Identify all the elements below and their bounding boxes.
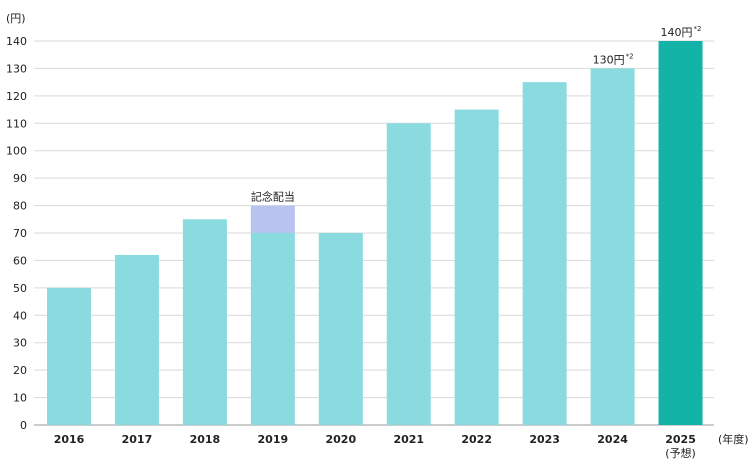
y-tick-label: 20 xyxy=(13,364,27,377)
y-tick-label: 110 xyxy=(6,117,27,130)
annotation-label: 記念配当 xyxy=(251,190,295,204)
x-tick-label: 2020 xyxy=(325,433,356,446)
bar-2024 xyxy=(590,68,635,425)
bar-commemorative-2019 xyxy=(250,205,295,233)
y-tick-label: 0 xyxy=(20,419,27,432)
x-tick-label: 2023 xyxy=(529,433,560,446)
annotation-footnote-mark: *2 xyxy=(626,52,634,60)
y-tick-label: 60 xyxy=(13,254,27,267)
x-axis-ticks: 2016 2017 2018 2019 2020 2021 2022 2023 2024 2025… xyxy=(54,433,696,460)
bar-2018 xyxy=(182,219,227,425)
x-tick-label: 2018 xyxy=(190,433,221,446)
x-tick-label: 2016 xyxy=(54,433,85,446)
y-tick-label: 120 xyxy=(6,90,27,103)
bar-2021 xyxy=(386,123,431,426)
x-tick-label: 2022 xyxy=(461,433,492,446)
x-tick-label: 2021 xyxy=(393,433,424,446)
annotation-footnote-mark: *2 xyxy=(694,25,702,33)
y-tick-label: 10 xyxy=(13,392,27,405)
x-tick-label: 2024 xyxy=(597,433,628,446)
y-tick-label: 140 xyxy=(6,35,27,48)
y-tick-label: 130 xyxy=(6,62,27,75)
bar-2023 xyxy=(522,82,567,426)
y-tick-label: 90 xyxy=(13,172,27,185)
y-tick-label: 50 xyxy=(13,282,27,295)
y-tick-label: 100 xyxy=(6,145,27,158)
y-tick-label: 40 xyxy=(13,309,27,322)
annotation-label: 140円 xyxy=(661,26,693,39)
x-axis-label: (年度) xyxy=(718,432,749,446)
y-axis-ticks: 0 10 20 30 40 50 60 70 80 90 100 110 120 130 140 xyxy=(6,35,27,432)
bars xyxy=(47,41,703,426)
y-axis-label: (円) xyxy=(6,12,26,25)
bar-2017 xyxy=(114,254,159,425)
y-tick-label: 80 xyxy=(13,200,27,213)
y-tick-label: 30 xyxy=(13,337,27,350)
bar-2019 xyxy=(250,233,295,425)
y-tick-label: 70 xyxy=(13,227,27,240)
annotation-label: 130円 xyxy=(593,53,625,66)
bar-2022 xyxy=(454,109,499,426)
x-tick-label: 2025 xyxy=(665,433,696,446)
bar-2016 xyxy=(47,287,91,425)
x-tick-label: 2017 xyxy=(122,433,153,446)
x-tick-sublabel: (予想) xyxy=(665,446,696,460)
bar-2020 xyxy=(318,233,363,425)
x-tick-label: 2019 xyxy=(258,433,289,446)
bar-2025 xyxy=(658,41,703,425)
